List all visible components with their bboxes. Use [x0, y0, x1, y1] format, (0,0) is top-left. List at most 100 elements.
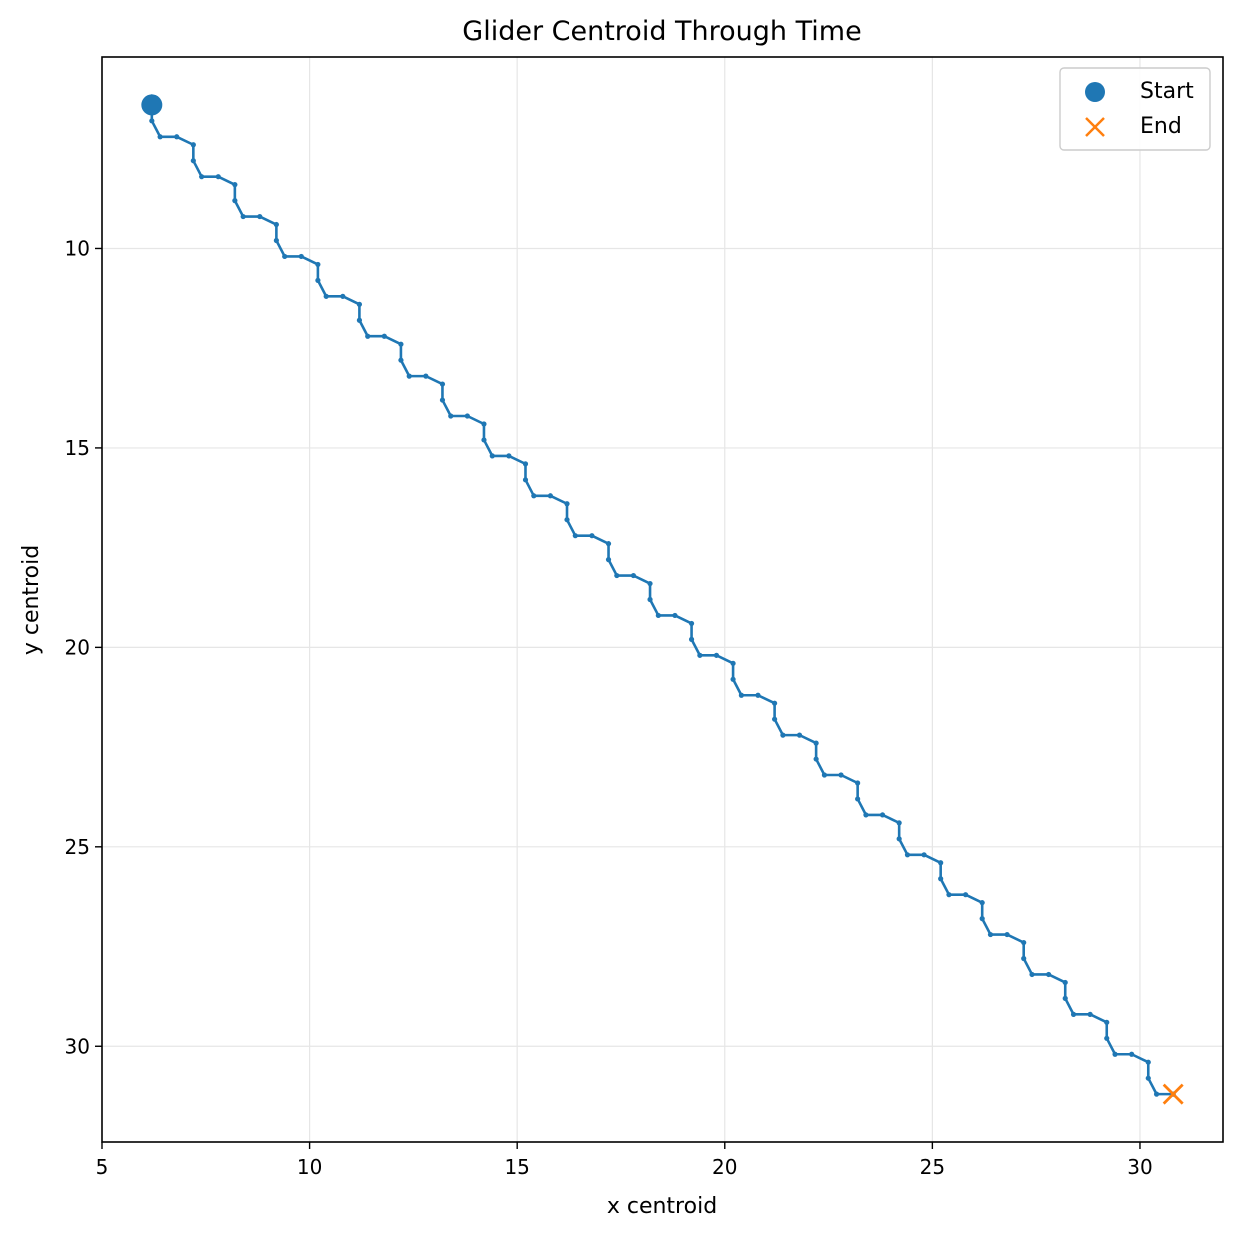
y-tick-label: 20: [65, 635, 90, 659]
trajectory-point: [356, 301, 363, 307]
trajectory-point: [1129, 1051, 1135, 1057]
start-marker: [141, 94, 163, 116]
trajectory-point: [738, 692, 744, 698]
trajectory-point: [730, 676, 736, 682]
trajectory-point: [979, 900, 985, 906]
trajectory-point: [589, 533, 595, 539]
grid: [101, 57, 1223, 1142]
plot-area-frame: [101, 56, 1224, 1143]
trajectory-point: [215, 174, 221, 180]
trajectory-point: [1153, 1091, 1160, 1097]
y-tick-label: 25: [65, 835, 90, 859]
trajectory-point: [448, 413, 454, 419]
trajectory-point: [938, 860, 944, 866]
trajectory-point: [655, 612, 661, 619]
trajectory-point: [489, 453, 495, 459]
legend-end-marker: [1085, 117, 1105, 137]
trajectory-point: [879, 812, 886, 818]
trajectory-point: [522, 477, 529, 483]
trajectory-point: [605, 541, 612, 547]
trajectory-point: [730, 660, 736, 666]
trajectory-point: [439, 397, 446, 403]
trajectory-line: [150, 96, 1174, 1096]
trajectory-point: [1021, 939, 1027, 946]
trajectory-point: [813, 756, 819, 762]
trajectory-point: [688, 636, 695, 642]
x-axis-label: x centroid: [607, 1194, 717, 1219]
trajectory-point: [1021, 955, 1027, 962]
legend-end-label: End: [1140, 114, 1182, 139]
trajectory-point: [1004, 931, 1010, 938]
trajectory-point: [547, 493, 554, 499]
trajectory-point: [174, 134, 180, 140]
trajectory-point: [647, 596, 653, 603]
trajectory-point: [1112, 1051, 1118, 1057]
trajectory-point: [780, 732, 786, 738]
trajectory-point: [323, 293, 329, 299]
trajectory-point: [855, 780, 861, 786]
trajectory-point: [647, 580, 653, 587]
trajectory-point: [904, 852, 911, 858]
trajectory-point: [1070, 1011, 1077, 1017]
y-tick-label: 15: [65, 436, 90, 460]
trajectory-point: [157, 134, 163, 140]
trajectory-point: [315, 261, 321, 268]
trajectory-point: [315, 277, 321, 283]
trajectory-point: [1062, 995, 1068, 1001]
trajectory-point: [1104, 1019, 1110, 1025]
trajectory-point: [987, 931, 994, 938]
trajectory-point: [149, 118, 155, 124]
trajectory-point: [273, 221, 279, 228]
x-tick-label: 30: [1127, 1155, 1152, 1179]
trajectory-point: [821, 772, 828, 778]
legend-start-marker: [1085, 82, 1105, 102]
trajectory-point: [423, 373, 429, 379]
trajectory-point: [713, 652, 720, 658]
trajectory-point: [1145, 1059, 1151, 1065]
end-marker-stroke: [1162, 1083, 1184, 1105]
trajectory-point: [365, 333, 371, 339]
trajectory-point: [564, 501, 570, 507]
trajectory-point: [481, 437, 487, 443]
trajectory-point: [1087, 1011, 1093, 1017]
trajectory-point: [481, 421, 487, 427]
trajectory-point: [257, 213, 263, 220]
end-marker: [1162, 1083, 1184, 1105]
trajectory-point: [863, 812, 869, 818]
trajectory-point: [298, 253, 304, 260]
trajectory-point: [614, 572, 620, 579]
x-tick-label: 5: [96, 1155, 109, 1179]
y-tick-label: 30: [65, 1034, 90, 1058]
trajectory-point: [572, 533, 578, 539]
trajectory-point: [938, 876, 944, 882]
trajectory-point: [232, 182, 238, 188]
trajectory-point: [240, 213, 246, 220]
trajectory-point: [1062, 979, 1068, 986]
trajectory-point: [398, 357, 404, 363]
trajectory-point: [340, 293, 346, 299]
trajectory-point: [564, 517, 570, 523]
trajectory-point: [979, 916, 985, 922]
trajectory-point: [232, 198, 238, 204]
trajectory-point: [199, 174, 205, 180]
trajectory-point: [688, 620, 695, 627]
trajectory-point: [190, 158, 196, 164]
trajectory-point: [697, 652, 703, 658]
trajectory-point: [273, 237, 279, 244]
y-axis-label: y centroid: [19, 545, 44, 655]
axis-ticks: 5 10 15 20 25 30 10 15 20 25 30: [65, 236, 1153, 1179]
trajectory-point: [464, 413, 470, 419]
legend-start-label: Start: [1140, 79, 1194, 104]
y-tick-label: 10: [65, 236, 90, 260]
trajectory-point: [190, 142, 196, 148]
x-tick-label: 25: [920, 1155, 945, 1179]
endpoint-markers: [141, 94, 1184, 1105]
trajectory-point: [896, 836, 902, 842]
trajectory-point: [506, 453, 512, 459]
trajectory-point: [672, 612, 678, 619]
trajectory-point: [796, 732, 803, 738]
trajectory-point: [522, 461, 529, 467]
trajectory-point: [398, 341, 404, 347]
